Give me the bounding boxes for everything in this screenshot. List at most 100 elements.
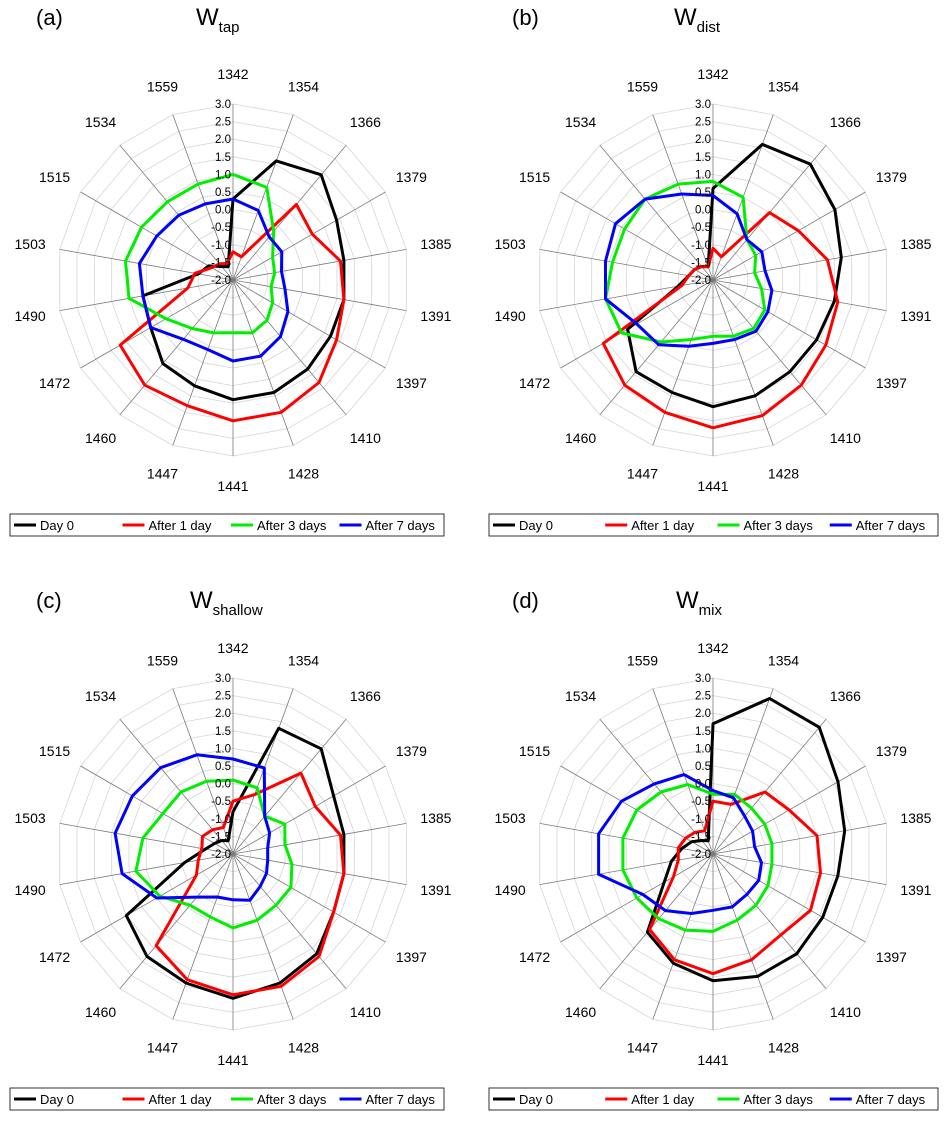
panel-c-legend-label-day-0: Day 0	[40, 1092, 74, 1107]
panel-a-spoke	[232, 279, 347, 416]
panel-c-tick-label: 1.5	[215, 726, 231, 738]
panel-a-tick-label: -0.5	[211, 222, 231, 234]
panel-a-category-1354: 1354	[288, 78, 319, 94]
panel-a-spoke	[172, 279, 234, 446]
panel-c-spoke	[232, 823, 407, 855]
panel-b-category-1441: 1441	[697, 478, 728, 494]
panel-b-spoke	[599, 279, 714, 416]
panel-a-spoke	[232, 114, 294, 281]
panel-c-spoke	[232, 853, 407, 885]
panel-a-spoke	[232, 249, 407, 281]
panel-a-legend-box	[9, 513, 445, 537]
panel-c-legend-label-after-1-day: After 1 day	[149, 1092, 212, 1107]
panel-c-spoke	[232, 853, 347, 990]
panel-a-category-1534: 1534	[85, 114, 116, 130]
panel-a-category-1397: 1397	[396, 375, 427, 391]
panel-b-legend-label-after-7-days: After 7 days	[856, 518, 926, 533]
panel-a-category-1441: 1441	[217, 478, 248, 494]
panel-b-legend-box	[488, 513, 939, 537]
panel-d-category-1410: 1410	[830, 1004, 861, 1020]
panel-a-category-1472: 1472	[39, 375, 70, 391]
panel-a-category-1515: 1515	[39, 169, 70, 185]
panel-c-tick-label: 0.0	[215, 779, 231, 791]
panel-d-category-1391: 1391	[900, 882, 931, 898]
panel-c-spoke	[232, 853, 386, 943]
panel-d-category-1447: 1447	[627, 1040, 658, 1056]
panel-c-category-1490: 1490	[15, 882, 46, 898]
panel-c-spoke	[232, 718, 347, 855]
panel-a-legend-label-after-7-days: After 7 days	[366, 518, 436, 533]
panel-b-spoke	[652, 114, 714, 281]
panel-a-chart: -2.0 -1.5 -1.0 -0.5 0.0 0.5 1.0 1.5 2.0 2.5 3.0 134…	[9, 66, 452, 537]
panel-a-category-1342: 1342	[217, 66, 248, 82]
panel-a-legend-label-after-3-days: After 3 days	[257, 518, 327, 533]
panel-a-spoke	[172, 114, 234, 281]
panel-d-category-1397: 1397	[876, 949, 907, 965]
panel-b-title: Wdist	[674, 4, 721, 36]
panel-d-category-1460: 1460	[565, 1004, 596, 1020]
panel-a-category-1428: 1428	[288, 466, 319, 482]
panel-a-tick-label: -2.0	[211, 275, 231, 287]
panel-b-category-1385: 1385	[900, 236, 931, 252]
panel-d-spoke	[599, 853, 714, 990]
panel-c-category-1342: 1342	[217, 640, 248, 656]
panel-b-category-1391: 1391	[900, 308, 931, 324]
panel-d-legend-label-day-0: Day 0	[519, 1092, 553, 1107]
panel-b-spoke	[712, 279, 774, 446]
panel-b-tick-label: 0.5	[695, 187, 711, 199]
panel-d-legend-label-after-7-days: After 7 days	[856, 1092, 926, 1107]
panel-c-spoke	[119, 853, 234, 990]
panel-d-spoke	[539, 853, 714, 885]
panel-c-title-sub: shallow	[213, 602, 263, 619]
panel-b-tick-label: -2.0	[691, 275, 711, 287]
panel-d-tick-label: -2.0	[691, 849, 711, 861]
panel-d-category-1534: 1534	[565, 688, 596, 704]
panel-c-category-1354: 1354	[288, 652, 319, 668]
panel-d-spoke	[652, 853, 714, 1020]
panel-b-title-main: W	[674, 4, 697, 31]
panel-c-tick-label: -2.0	[211, 849, 231, 861]
panel-a-spoke	[232, 279, 407, 311]
panel-d-legend-label-after-3-days: After 3 days	[744, 1092, 814, 1107]
panel-d-category-1559: 1559	[627, 652, 658, 668]
panel-b-category-1559: 1559	[627, 78, 658, 94]
panel-b-tick-label: 2.5	[695, 117, 711, 129]
panel-b: (b) Wdist -2.0 -1.5 -1.0 -0.5 0.0 0.5 1.0 1.5 2.…	[488, 4, 939, 537]
panel-d-chart: -2.0 -1.5 -1.0 -0.5 0.0 0.5 1.0 1.5 2.0 2.5 3.0 134…	[488, 640, 939, 1111]
panel-a-tick-label: 0.5	[215, 187, 231, 199]
panel-b-tick-label: 1.0	[695, 169, 711, 181]
panel-d-legend-label-after-1-day: After 1 day	[631, 1092, 694, 1107]
panel-a-series-day-0	[141, 159, 346, 402]
panel-b-legend-label-day-0: Day 0	[519, 518, 553, 533]
panel-a-legend: Day 0 After 1 day After 3 days After 7 days	[9, 513, 445, 537]
panel-a-tick-label: -1.5	[211, 257, 231, 269]
panel-a-spoke	[232, 191, 386, 281]
panel-d-spoke	[712, 853, 774, 1020]
panel-b-tick-label: -1.5	[691, 257, 711, 269]
panel-a-label: (a)	[36, 5, 63, 30]
panel-b-series-after-7-days	[604, 192, 774, 348]
panel-d-spoke	[539, 823, 714, 855]
panel-a-category-1503: 1503	[15, 236, 46, 252]
panel-b-spoke	[599, 144, 714, 281]
panel-b-spoke	[539, 279, 714, 311]
panel-a-title-main: W	[196, 4, 219, 31]
panel-c-legend-label-after-7-days: After 7 days	[366, 1092, 436, 1107]
panel-a-category-1460: 1460	[85, 430, 116, 446]
panel-c-spoke	[80, 765, 234, 855]
panel-a-tick-label: 2.0	[215, 134, 231, 146]
panel-d-title-sub: mix	[699, 602, 723, 619]
panel-c-category-1515: 1515	[39, 743, 70, 759]
panel-a-spoke	[232, 279, 386, 369]
panel-c-category-1366: 1366	[350, 688, 381, 704]
panel-d-tick-label: 2.5	[695, 691, 711, 703]
panel-c-category-1379: 1379	[396, 743, 427, 759]
panel-c-category-1397: 1397	[396, 949, 427, 965]
panel-b-tick-label: 1.5	[695, 152, 711, 164]
panel-c-category-1428: 1428	[288, 1040, 319, 1056]
panel-d-spoke	[712, 688, 774, 855]
panel-a-series-after-7-days	[137, 197, 290, 363]
panel-d-tick-label: 3.0	[695, 673, 711, 685]
panel-b-series-after-3-days	[604, 179, 767, 344]
